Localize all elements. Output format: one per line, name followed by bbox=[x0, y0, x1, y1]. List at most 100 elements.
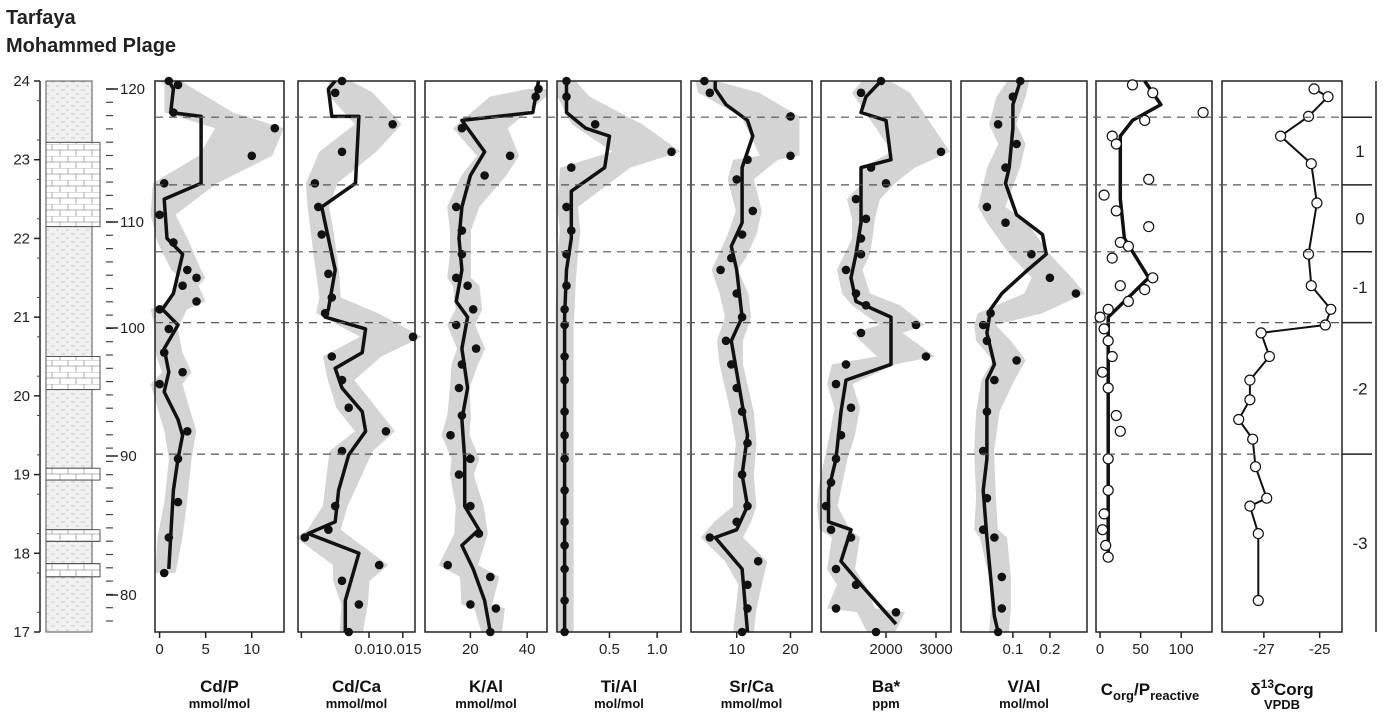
zone-label: -3 bbox=[1352, 534, 1367, 553]
data-point bbox=[990, 376, 999, 385]
data-point bbox=[1306, 159, 1316, 169]
data-point bbox=[169, 238, 178, 247]
data-point bbox=[1234, 415, 1244, 425]
panel-frame bbox=[1222, 81, 1342, 632]
data-point bbox=[700, 77, 709, 86]
data-point bbox=[1027, 250, 1036, 259]
data-point bbox=[1320, 320, 1330, 330]
data-point bbox=[1144, 222, 1154, 232]
x-tick-label: 3000 bbox=[919, 641, 952, 658]
data-point bbox=[727, 360, 736, 369]
data-point bbox=[338, 77, 347, 86]
lithology-bed-limestone bbox=[46, 142, 100, 226]
data-point bbox=[1304, 249, 1314, 259]
lithology-bed-limestone bbox=[46, 530, 100, 542]
data-point bbox=[727, 254, 736, 263]
data-point bbox=[1111, 206, 1121, 216]
data-point bbox=[1251, 462, 1261, 472]
data-point bbox=[155, 305, 164, 314]
data-point bbox=[466, 600, 475, 609]
data-point bbox=[324, 270, 333, 279]
data-point bbox=[1115, 281, 1125, 291]
axis-label-sup: 13 bbox=[1261, 677, 1275, 691]
data-point bbox=[1256, 328, 1266, 338]
data-point bbox=[562, 281, 571, 290]
data-point bbox=[1276, 131, 1286, 141]
data-point bbox=[732, 518, 741, 527]
data-point bbox=[301, 533, 310, 542]
data-point bbox=[178, 281, 187, 290]
depth-axis: 2423222120191817 bbox=[13, 73, 40, 641]
data-point bbox=[192, 297, 201, 306]
sample-tick-label: 110 bbox=[120, 214, 144, 231]
data-point bbox=[1264, 352, 1274, 362]
x-tick-label: 0.015 bbox=[384, 641, 422, 658]
data-point bbox=[912, 321, 921, 330]
data-point bbox=[458, 250, 467, 259]
data-point bbox=[458, 360, 467, 369]
data-point bbox=[531, 92, 540, 101]
axis-label-sub: reactive bbox=[1150, 688, 1199, 703]
data-point bbox=[1140, 285, 1150, 295]
data-point bbox=[1198, 108, 1208, 118]
panel-cdp: 0 5 10Cd/Pmmol/mol bbox=[151, 77, 284, 711]
data-point bbox=[738, 230, 747, 239]
data-point bbox=[994, 628, 1003, 637]
data-point bbox=[706, 533, 715, 542]
data-point bbox=[486, 628, 495, 637]
depth-tick-label: 22 bbox=[13, 230, 30, 247]
axis-label: Ba* bbox=[872, 677, 901, 696]
axis-label-mid: /P bbox=[1134, 680, 1150, 699]
data-point bbox=[749, 207, 758, 216]
data-point bbox=[842, 266, 851, 275]
envelope-band bbox=[439, 89, 548, 632]
data-point bbox=[160, 348, 169, 357]
data-point bbox=[1123, 241, 1133, 251]
data-point bbox=[1012, 356, 1021, 365]
data-point bbox=[743, 439, 752, 448]
data-point bbox=[1262, 493, 1272, 503]
data-point bbox=[847, 533, 856, 542]
data-point bbox=[455, 384, 464, 393]
data-point bbox=[786, 112, 795, 121]
axis-label: Corg/Preactive bbox=[1101, 680, 1199, 703]
axis-unit: mol/mol bbox=[999, 696, 1049, 711]
data-point bbox=[1098, 367, 1108, 377]
data-point bbox=[1099, 509, 1109, 519]
data-point bbox=[562, 203, 571, 212]
figure-title-line2: Mohammed Plage bbox=[6, 35, 176, 57]
data-point bbox=[832, 565, 841, 574]
data-point bbox=[1107, 352, 1117, 362]
data-point bbox=[160, 569, 169, 578]
data-point bbox=[355, 600, 364, 609]
panel-kal: 20 40K/Almmol/mol bbox=[425, 81, 548, 711]
data-point bbox=[1245, 375, 1255, 385]
data-point bbox=[480, 171, 489, 180]
data-point bbox=[832, 604, 841, 613]
data-point bbox=[1009, 92, 1018, 101]
data-point bbox=[534, 85, 543, 94]
data-point bbox=[338, 577, 347, 586]
data-point bbox=[155, 380, 164, 389]
data-point bbox=[338, 148, 347, 157]
data-point bbox=[165, 325, 174, 334]
data-point bbox=[857, 250, 866, 259]
data-point bbox=[738, 313, 747, 322]
data-point bbox=[983, 337, 992, 346]
data-point bbox=[667, 148, 676, 157]
data-point bbox=[1323, 92, 1333, 102]
x-tick-label: 0.5 bbox=[599, 641, 620, 658]
axis-unit: ppm bbox=[872, 696, 899, 711]
data-point bbox=[832, 380, 841, 389]
data-point bbox=[852, 195, 861, 204]
data-point bbox=[248, 152, 257, 161]
data-point bbox=[591, 120, 600, 129]
data-point bbox=[174, 455, 183, 464]
data-point bbox=[732, 175, 741, 184]
data-point bbox=[822, 502, 831, 511]
data-point bbox=[842, 360, 851, 369]
data-point bbox=[458, 411, 467, 420]
data-point bbox=[1253, 529, 1263, 539]
